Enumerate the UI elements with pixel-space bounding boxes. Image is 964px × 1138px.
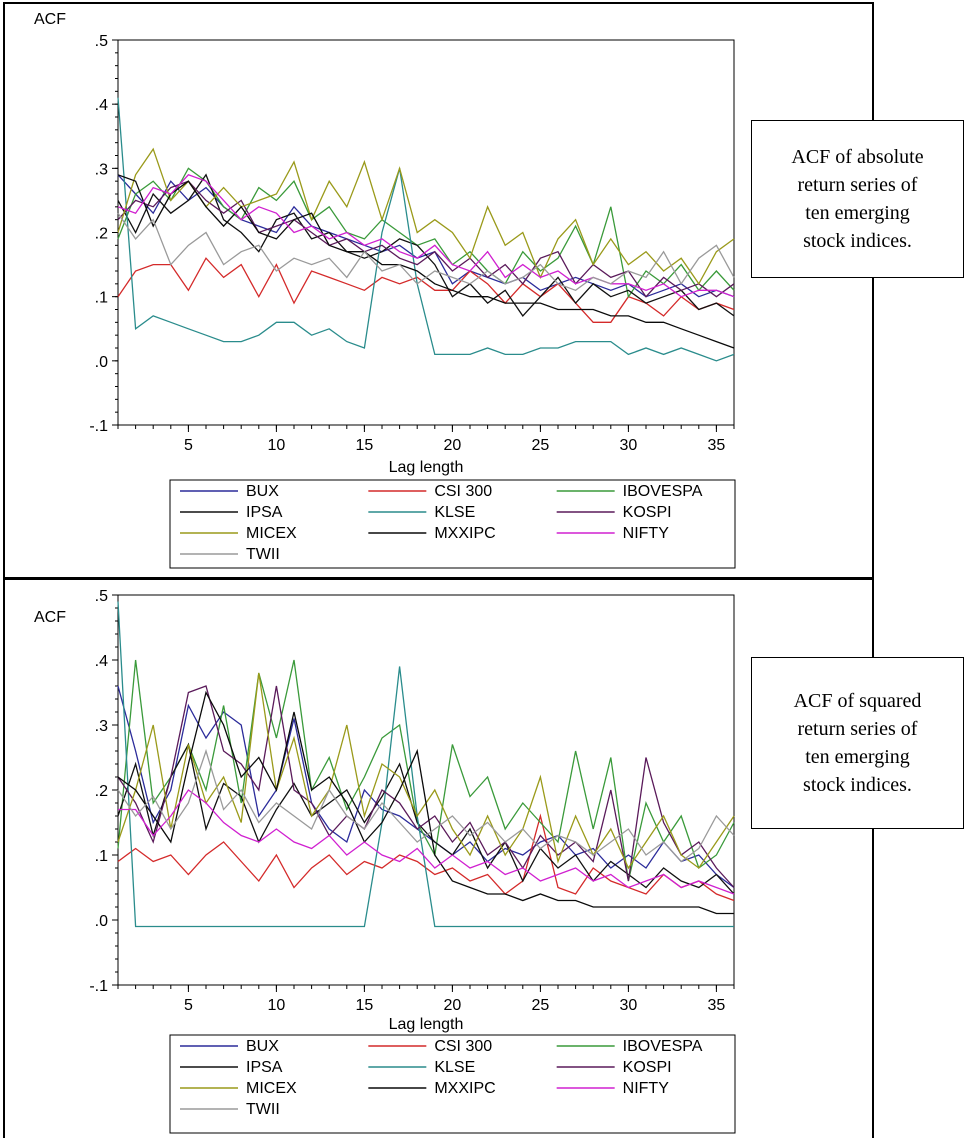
- legend-label: BUX: [246, 1038, 279, 1055]
- x-tick-label: 5: [184, 997, 193, 1014]
- legend-label: TWII: [246, 546, 280, 563]
- chart-0-group: -.1 .0 .1 .2 .3 .4 .5 5 10 15 20 25 30 35 ACF Lag lengt…: [34, 11, 736, 569]
- legend-label: IPSA: [246, 1059, 283, 1076]
- y-axis-label: ACF: [34, 609, 66, 626]
- x-tick-label: 10: [268, 437, 286, 454]
- x-tick-label: 35: [708, 997, 726, 1014]
- legend-box: [169, 479, 736, 569]
- x-tick-label: 25: [532, 997, 550, 1014]
- legend-label: CSI 300: [434, 483, 492, 500]
- legend-label: MXXIPC: [434, 525, 495, 542]
- x-axis-label: Lag length: [389, 1016, 464, 1033]
- caption-squared-text: ACF of squared return series of ten emer…: [793, 690, 922, 796]
- legend-label: BUX: [246, 483, 279, 500]
- legend-label: NIFTY: [623, 525, 670, 542]
- y-tick-label: .4: [95, 653, 108, 670]
- legend-label: IBOVESPA: [623, 1038, 703, 1055]
- caption-squared: ACF of squared return series of ten emer…: [751, 657, 964, 829]
- y-tick-label: .1: [95, 290, 108, 307]
- x-tick-label: 10: [268, 997, 286, 1014]
- y-tick-label: .2: [95, 783, 108, 800]
- legend-label: KLSE: [434, 504, 475, 521]
- series-line-twii: [117, 748, 735, 863]
- y-tick-label: .0: [95, 354, 108, 371]
- x-tick-label: 15: [356, 437, 374, 454]
- y-tick-label: .1: [95, 848, 108, 865]
- x-tick-label: 5: [184, 437, 193, 454]
- x-tick-label: 30: [620, 997, 638, 1014]
- legend-label: MXXIPC: [434, 1080, 495, 1097]
- caption-absolute-text: ACF of absolute return series of ten eme…: [791, 146, 924, 252]
- legend-label: CSI 300: [434, 1038, 492, 1055]
- y-tick-label: -.1: [89, 978, 108, 995]
- y-tick-label: -.1: [89, 418, 108, 435]
- y-tick-label: .0: [95, 913, 108, 930]
- series-line-nifty: [117, 174, 735, 298]
- x-tick-label: 35: [708, 437, 726, 454]
- legend-label: MICEX: [246, 1080, 297, 1097]
- y-tick-label: .4: [95, 97, 108, 114]
- x-tick-label: 20: [444, 437, 462, 454]
- series-line-ipsa: [117, 742, 735, 895]
- y-tick-label: .3: [95, 718, 108, 735]
- legend-label: KLSE: [434, 1059, 475, 1076]
- x-tick-label: 15: [356, 997, 374, 1014]
- y-tick-label: .3: [95, 161, 108, 178]
- series-line-kospi: [117, 685, 735, 888]
- series-line-kospi: [117, 180, 735, 298]
- series-line-mxxipc: [117, 690, 734, 915]
- series-line-klse: [117, 97, 735, 362]
- y-tick-label: .5: [95, 33, 108, 50]
- y-tick-label: .5: [95, 588, 108, 605]
- legend-label: MICEX: [246, 525, 297, 542]
- series-line-csi-300: [117, 257, 735, 323]
- legend-label: IBOVESPA: [623, 483, 703, 500]
- x-tick-label: 30: [620, 437, 638, 454]
- caption-absolute: ACF of absolute return series of ten eme…: [751, 120, 964, 278]
- x-tick-label: 25: [532, 437, 550, 454]
- y-axis-label: ACF: [34, 11, 66, 28]
- series-line-micex: [117, 147, 735, 286]
- series-line-ipsa: [117, 173, 735, 317]
- series-line-nifty: [118, 789, 735, 895]
- legend-label: KOSPI: [623, 504, 672, 521]
- legend-label: IPSA: [246, 504, 283, 521]
- x-axis-label: Lag length: [389, 459, 464, 476]
- legend-label: TWII: [246, 1101, 280, 1118]
- legend-box: [169, 1034, 736, 1134]
- y-tick-label: .2: [95, 226, 108, 243]
- legend-label: KOSPI: [623, 1059, 672, 1076]
- chart-1-group: -.1 .0 .1 .2 .3 .4 .5 5 10 15 20 25 30 35 ACF Lag lengt…: [34, 588, 736, 1134]
- series-line-klse: [117, 601, 734, 928]
- x-tick-label: 20: [444, 997, 462, 1014]
- legend-label: NIFTY: [623, 1080, 670, 1097]
- plot-area-frame: [117, 39, 735, 426]
- series-line-twii: [117, 212, 735, 292]
- series-line-mxxipc: [117, 174, 735, 349]
